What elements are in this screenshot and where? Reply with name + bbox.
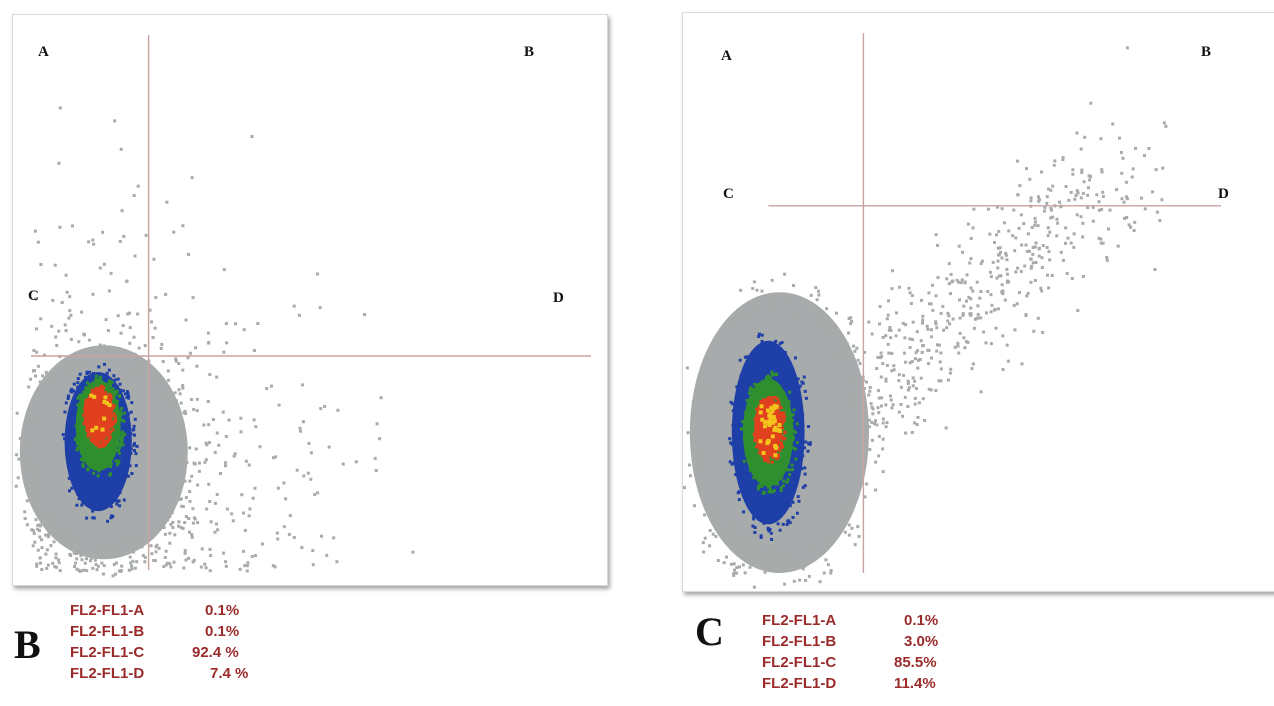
panel-letter-right: C [695, 609, 724, 654]
stat-label: FL2-FL1-B [762, 633, 837, 650]
stat-label: FL2-FL1-C [70, 644, 145, 661]
stat-value: 0.1% [904, 612, 939, 629]
stat-label: FL2-FL1-B [70, 623, 145, 640]
panel-letter-left: B [14, 622, 41, 667]
stat-value: 3.0% [904, 633, 939, 650]
stat-label: FL2-FL1-A [70, 602, 145, 619]
stat-value: 85.5% [894, 654, 937, 671]
dot-plot-right [683, 33, 1221, 589]
quadrant-label-d-right: D [1218, 186, 1229, 202]
stat-label: FL2-FL1-D [762, 675, 837, 692]
stat-value: 7.4 % [210, 665, 249, 682]
stat-value: 11.4% [894, 675, 936, 692]
stat-value: 0.1% [205, 623, 240, 640]
quadrant-label-c-right: C [723, 186, 734, 202]
quadrant-label-b-right: B [1201, 44, 1212, 60]
stat-label: FL2-FL1-A [762, 612, 837, 629]
density-peak [89, 393, 112, 433]
stat-label: FL2-FL1-D [70, 665, 145, 682]
stat-value: 92.4 % [192, 644, 239, 661]
quadrant-label-d-left: D [553, 290, 564, 306]
quadrant-label-c-left: C [28, 288, 39, 304]
density-peak [758, 403, 782, 458]
quadrant-label-a-right: A [721, 48, 732, 64]
stat-value: 0.1% [205, 602, 240, 619]
quadrant-label-a-left: A [38, 44, 49, 60]
flow-plot-panel-left: A B C D [12, 14, 608, 586]
dot-plot-left [14, 35, 591, 578]
stat-label: FL2-FL1-C [762, 654, 837, 671]
flow-plot-panel-right: A B C D [682, 12, 1274, 592]
quadrant-label-b-left: B [524, 44, 535, 60]
